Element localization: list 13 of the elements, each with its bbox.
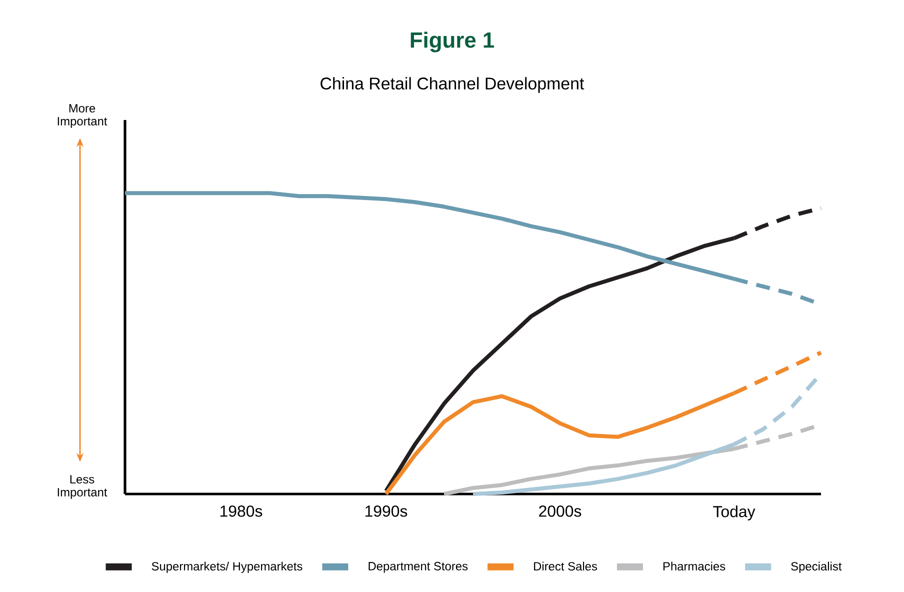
x-tick-label: 1990s [366, 506, 408, 517]
legend-label: Supermarkets/ Hypemarkets [152, 562, 302, 573]
text: More Important [58, 104, 108, 128]
text: Less Important [58, 475, 108, 499]
legend-label: Pharmacies [663, 562, 726, 571]
legend-label: Direct Sales [534, 562, 598, 571]
x-tick-label: 1980s [220, 506, 262, 517]
x-tick-label: Today [713, 506, 756, 520]
x-tick-label: 2000s [539, 506, 582, 517]
legend-label: Department Stores [368, 562, 468, 573]
chart-title: Figure 1 [410, 32, 494, 52]
legend-label: Specialist [791, 562, 842, 573]
chart-subtitle: China Retail Channel Development [320, 77, 584, 93]
